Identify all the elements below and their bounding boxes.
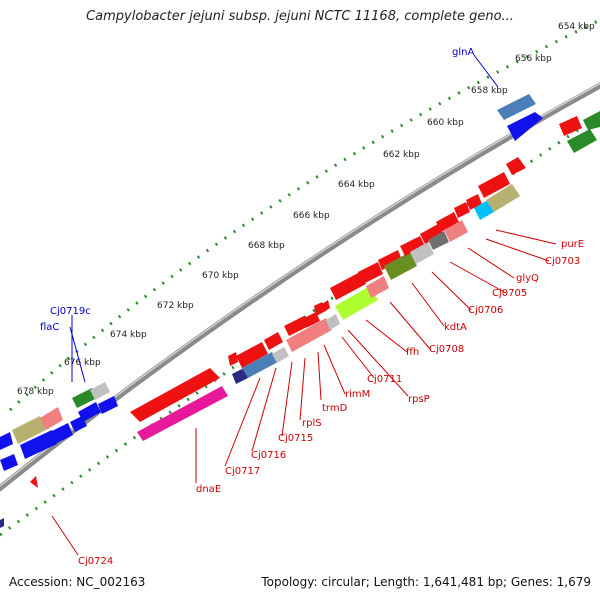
- gene-label-cj0711: Cj0711: [367, 374, 402, 385]
- scale-label-668: 668 kbp: [248, 241, 285, 251]
- gene-arrow: [78, 402, 101, 422]
- gene-arrow: [358, 262, 383, 284]
- scale-label-662: 662 kbp: [383, 150, 420, 160]
- gene-arrow: [330, 272, 366, 300]
- gene-arrow: [436, 212, 459, 232]
- gene-arrow: [0, 518, 4, 528]
- gene-label-flaC: flaC: [40, 322, 59, 333]
- gene-arrow: [20, 430, 57, 459]
- gene-label-cj0708: Cj0708: [429, 344, 464, 355]
- gene-arrow: [497, 94, 536, 120]
- gene-arrow: [322, 300, 330, 312]
- gene-arrow: [428, 231, 449, 250]
- scale-label-678: 678 kbp: [17, 387, 54, 397]
- scale-label-656: 656 kbp: [515, 54, 552, 64]
- gene-arrow: [236, 342, 268, 368]
- gene-label-glyQ: glyQ: [516, 273, 539, 284]
- gene-label-cj0716: Cj0716: [251, 450, 286, 461]
- gene-arrow: [366, 276, 389, 298]
- scale-label-666: 666 kbp: [293, 211, 330, 221]
- gene-arrow: [286, 318, 332, 352]
- gene-arrow: [98, 396, 118, 414]
- gene-arrow: [228, 352, 238, 366]
- scale-label-654: 654 kbp: [558, 22, 595, 32]
- scale-label-670: 670 kbp: [202, 271, 239, 281]
- gene-arrow: [384, 252, 417, 280]
- gene-arrow: [474, 200, 494, 220]
- gene-arrow-dnaE: [130, 368, 220, 422]
- gene-arrow-cj0724: [30, 476, 38, 488]
- gene-arrow: [335, 286, 378, 320]
- gene-arrow: [478, 172, 510, 198]
- gene-label-glnA: glnA: [452, 47, 474, 58]
- genome-stats-text: Topology: circular; Length: 1,641,481 bp…: [261, 575, 591, 589]
- gene-label-dnaE: dnaE: [196, 484, 221, 495]
- gene-arrow: [90, 382, 110, 400]
- gene-arrow: [567, 129, 597, 153]
- gene-label-cj0703: Cj0703: [545, 256, 580, 267]
- scale-label-660: 660 kbp: [427, 118, 464, 128]
- gene-arrow: [50, 423, 73, 444]
- gene-arrow: [314, 302, 324, 316]
- gene-arrow: [454, 202, 470, 218]
- gene-label-cj0705: Cj0705: [492, 288, 527, 299]
- gene-arrow: [0, 454, 18, 471]
- scale-label-674: 674 kbp: [110, 330, 147, 340]
- gene-arrow: [326, 314, 340, 330]
- map-title: Campylobacter jejuni subsp. jejuni NCTC …: [86, 9, 514, 24]
- gene-arrow: [137, 386, 228, 441]
- gene-label-cj0715: Cj0715: [278, 433, 313, 444]
- gene-arrow: [410, 242, 434, 264]
- accession-text: Accession: NC_002163: [9, 575, 146, 589]
- gene-label-cj0724: Cj0724: [78, 556, 113, 567]
- gene-label-rimM: rimM: [345, 389, 370, 400]
- gene-arrow: [72, 388, 97, 408]
- gene-label-ffh: ffh: [406, 347, 419, 358]
- gene-label-rpsP: rpsP: [408, 394, 430, 405]
- gene-label-trmD: trmD: [322, 403, 348, 414]
- gene-arrow: [444, 220, 468, 242]
- gene-arrow: [284, 316, 309, 336]
- gene-labels: glnA Cj0719c flaC purE Cj0703 glyQ Cj070…: [40, 47, 584, 567]
- outer-gene-track: [0, 94, 600, 471]
- gene-arrow: [400, 236, 425, 256]
- inner-gene-track: [0, 157, 526, 528]
- gene-arrow: [378, 250, 402, 270]
- gene-arrow: [0, 432, 13, 450]
- gene-arrow: [583, 111, 600, 130]
- gene-arrow: [40, 407, 63, 430]
- gene-arrow: [264, 332, 283, 350]
- gene-label-cj0719c: Cj0719c: [50, 306, 91, 317]
- gene-arrow: [507, 112, 543, 141]
- gene-arrow: [232, 368, 248, 384]
- label-leader-lines: [51, 54, 557, 556]
- gene-arrow: [559, 116, 582, 136]
- inner-scale-arc: [0, 113, 600, 537]
- gene-label-cj0706: Cj0706: [468, 305, 503, 316]
- gene-label-purE: purE: [561, 239, 584, 250]
- gene-arrow: [272, 347, 289, 363]
- scale-labels: 654 kbp 656 kbp 658 kbp 660 kbp 662 kbp …: [17, 22, 595, 397]
- gene-arrow: [420, 224, 443, 244]
- gene-arrow: [506, 157, 526, 175]
- scale-label-676: 676 kbp: [64, 358, 101, 368]
- gene-arrow: [242, 352, 278, 378]
- gene-label-cj0717: Cj0717: [225, 466, 260, 477]
- gene-label-rplS: rplS: [302, 418, 322, 429]
- gene-label-kdtA: kdtA: [444, 322, 467, 333]
- scale-label-664: 664 kbp: [338, 180, 375, 190]
- gene-arrow: [12, 416, 46, 444]
- scale-label-672: 672 kbp: [157, 301, 194, 311]
- gene-arrow: [486, 184, 520, 212]
- scale-label-658: 658 kbp: [471, 86, 508, 96]
